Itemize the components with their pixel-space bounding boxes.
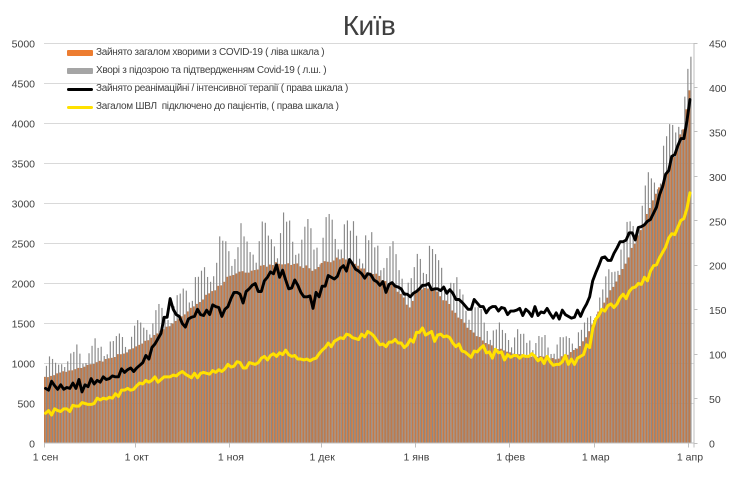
right-axis-tick-label: 350 [709, 127, 727, 139]
left-axis-tick-label: 3000 [12, 199, 36, 211]
x-axis-labels: 1 сен 1 окт 1 ноя 1 дек 1 янв 1 фев 1 мар 1 апр [33, 452, 704, 464]
right-axis-tick-label: 150 [709, 305, 727, 317]
chart-title: Київ [342, 10, 396, 41]
right-axis-tick-label: 50 [709, 394, 721, 406]
line-ventilated [44, 191, 692, 417]
x-axis-tick-label: 1 апр [677, 452, 703, 464]
x-axis-tick-label: 1 янв [403, 452, 429, 464]
right-axis-labels: 0 50 100 150 200 250 300 350 400 450 [709, 39, 727, 451]
right-axis-tick-label: 200 [709, 261, 727, 273]
right-axis-tick-label: 0 [709, 439, 715, 451]
legend-label: Загалом ШВЛ підключено до пацієнтів, ( п… [96, 101, 339, 112]
legend-label: Хворі з підозрою та підтвердженням Covid… [96, 65, 327, 76]
right-axis-tick-label: 450 [709, 39, 727, 51]
left-axis-tick-label: 1000 [12, 359, 36, 371]
right-axis-tick-label: 400 [709, 83, 727, 95]
left-axis-labels: 0 500 1000 1500 2000 2500 3000 3500 4000 4500 5000 [12, 39, 36, 451]
right-axis-tick-label: 100 [709, 350, 727, 362]
x-axis-tick-label: 1 ноя [218, 452, 244, 464]
x-axis-tick-label: 1 сен [33, 452, 59, 464]
left-axis-tick-label: 2500 [12, 239, 36, 251]
left-axis-tick-label: 4500 [12, 79, 36, 91]
x-axis-tick-label: 1 окт [125, 452, 149, 464]
legend-swatch-black-line [67, 87, 93, 91]
legend-label: Зайнято загалом хворими з COVID-19 ( лів… [96, 47, 325, 58]
left-axis-tick-label: 500 [17, 399, 35, 411]
left-axis-tick-label: 2000 [12, 279, 36, 291]
legend-swatch-orange-bar [67, 50, 93, 56]
legend-swatch-gray-bar [67, 68, 93, 74]
left-axis-tick-label: 4000 [12, 119, 36, 131]
left-axis-tick-label: 3500 [12, 159, 36, 171]
right-axis-tick-label: 300 [709, 172, 727, 184]
bars-suspected-confirmed [45, 56, 692, 444]
left-axis-tick-label: 0 [29, 439, 35, 451]
x-axis-tick-label: 1 дек [309, 452, 335, 464]
line-icu [44, 98, 692, 394]
x-axis-tick-label: 1 фев [496, 452, 525, 464]
bars-occupied-total [44, 90, 691, 444]
left-axis-tick-label: 5000 [12, 39, 36, 51]
right-axis-tick-label: 250 [709, 216, 727, 228]
left-axis-tick-label: 1500 [12, 319, 36, 331]
x-axis-tick-label: 1 мар [582, 452, 610, 464]
legend-label: Зайнято реанімаційні / інтенсивної терап… [96, 83, 349, 94]
axes [44, 43, 698, 448]
legend-swatch-yellow-line [67, 105, 93, 109]
